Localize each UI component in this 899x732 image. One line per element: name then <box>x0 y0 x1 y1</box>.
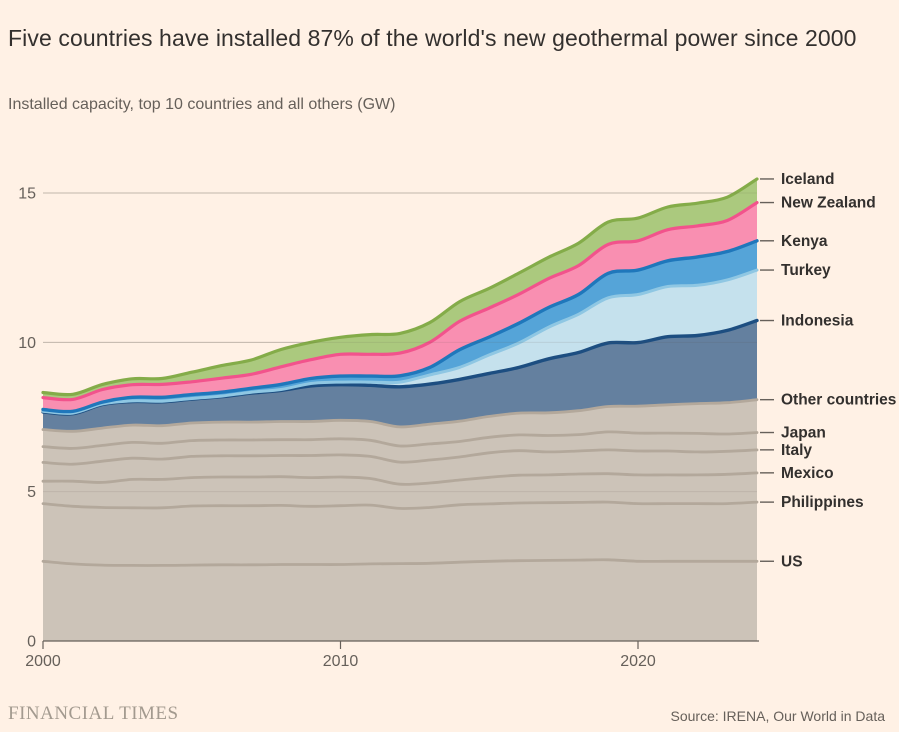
area-stroke-philippines <box>41 500 759 510</box>
country-label-japan: Japan <box>781 425 826 442</box>
country-label-indonesia: Indonesia <box>781 313 854 330</box>
area-stroke-italy <box>41 448 759 466</box>
area-stroke-turkey <box>41 268 759 415</box>
area-stroke-mexico <box>41 471 759 486</box>
y-tick-label: 15 <box>18 186 36 203</box>
source-text: Source: IRENA, Our World in Data <box>670 708 885 724</box>
country-label-other-countries: Other countries <box>781 392 896 409</box>
country-label-turkey: Turkey <box>781 262 831 279</box>
y-tick-label: 0 <box>27 634 36 651</box>
country-label-mexico: Mexico <box>781 465 834 482</box>
area-us <box>43 559 757 641</box>
y-axis: 0 5 10 15 <box>18 186 36 651</box>
area-philippines <box>43 502 757 566</box>
area-stroke-other-countries <box>41 398 759 433</box>
country-label-us: US <box>781 553 803 570</box>
stacked-areas <box>41 177 759 641</box>
country-label-iceland: Iceland <box>781 171 834 188</box>
area-stroke-us <box>41 558 759 567</box>
series-labels: Iceland New Zealand Kenya Turkey Indonesia Ot… <box>760 171 896 570</box>
area-kenya <box>43 240 757 414</box>
country-label-new-zealand: New Zealand <box>781 195 876 212</box>
area-stroke-kenya <box>41 239 759 414</box>
area-stroke-new-zealand <box>41 201 759 402</box>
x-tick-label: 2000 <box>25 653 61 670</box>
chart-subtitle: Installed capacity, top 10 countries and… <box>8 96 396 113</box>
x-tick-label: 2010 <box>323 653 359 670</box>
area-stroke-iceland <box>41 177 759 397</box>
country-label-philippines: Philippines <box>781 494 864 511</box>
area-stroke-japan <box>41 430 759 450</box>
x-tick-label: 2020 <box>620 653 656 670</box>
y-tick-label: 5 <box>27 484 36 501</box>
y-tick-label: 10 <box>18 335 36 352</box>
x-axis: 2000 2010 2020 <box>25 640 759 670</box>
country-label-italy: Italy <box>781 442 812 459</box>
area-mexico <box>43 472 757 509</box>
ft-logo-text: FINANCIAL TIMES <box>8 703 179 724</box>
area-indonesia <box>43 320 757 432</box>
country-label-kenya: Kenya <box>781 233 828 250</box>
area-new-zealand <box>43 202 757 412</box>
area-japan <box>43 431 757 465</box>
chart-title: Five countries have installed 87% of the… <box>8 25 857 52</box>
